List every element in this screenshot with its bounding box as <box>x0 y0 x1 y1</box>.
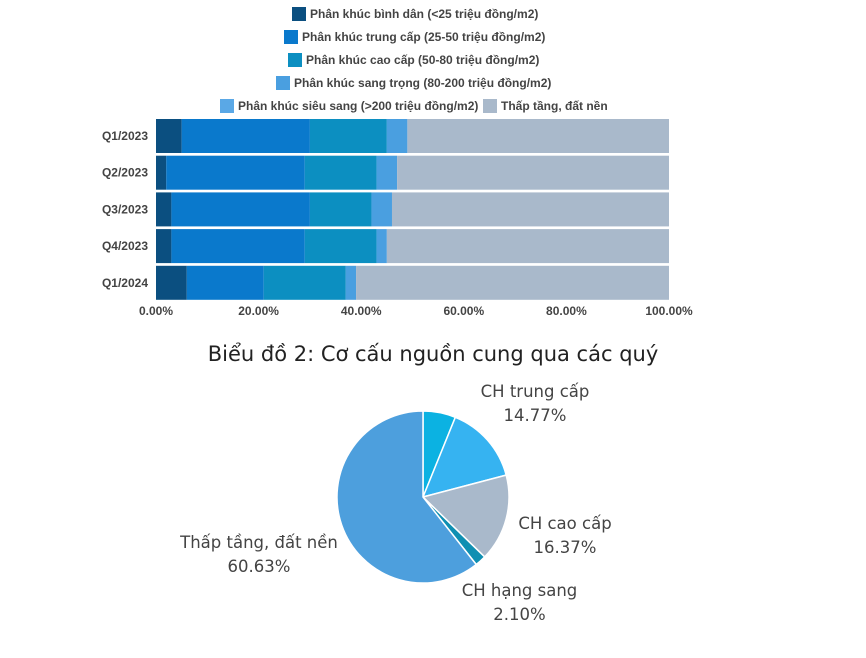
bar-segment-2 <box>304 229 377 264</box>
bar-segment-1 <box>186 265 264 300</box>
legend-label: Phân khúc cao cấp (50-80 triệu đồng/m2) <box>306 53 540 67</box>
category-label: Q4/2023 <box>102 239 148 253</box>
legend-label: Phân khúc siêu sang (>200 triệu đồng/m2) <box>238 99 479 113</box>
pie-label-thap-tang: Thấp tầng, đất nền 60.63% <box>172 531 346 579</box>
category-label: Q3/2023 <box>102 202 148 216</box>
pie-slice-2 <box>421 474 510 558</box>
x-tick-label: 60.00% <box>443 304 484 318</box>
legend-swatch <box>288 53 302 67</box>
bar-segment-1 <box>166 155 305 190</box>
legend-swatch <box>220 99 234 113</box>
bar-segment-3 <box>376 155 398 190</box>
x-tick-label: 80.00% <box>546 304 587 318</box>
pie-slice-0 <box>422 410 457 498</box>
legend-swatch <box>483 99 497 113</box>
bar-segment-2 <box>309 192 372 227</box>
bar-segment-0 <box>156 265 187 300</box>
bar-segment-0 <box>156 155 167 190</box>
legend-row-2: Phân khúc trung cấp (25-50 triệu đồng/m2… <box>0 28 866 48</box>
x-tick-label: 0.00% <box>139 304 173 318</box>
bar-segment-0 <box>156 192 172 227</box>
pie-label-name: Thấp tầng, đất nền <box>180 533 338 552</box>
legend-row-4: Phân khúc sang trọng (80-200 triệu đồng/… <box>0 74 866 94</box>
pie-slice-3 <box>422 496 486 566</box>
pie-label-cao-cap: CH cao cấp 16.37% <box>505 512 625 560</box>
bar-segment-3 <box>345 265 357 300</box>
x-tick-label: 40.00% <box>341 304 382 318</box>
pie-slice-1 <box>421 416 508 499</box>
legend-swatch <box>284 30 298 44</box>
bar-segment-3 <box>386 119 408 153</box>
bar-segment-2 <box>309 119 387 153</box>
legend-label: Thấp tầng, đất nền <box>501 99 608 113</box>
x-tick-label: 100.00% <box>645 304 693 318</box>
bar-segment-5 <box>391 192 669 227</box>
bar-segment-1 <box>171 229 305 264</box>
legend-row-1: Phân khúc bình dân (<25 triệu đồng/m2) <box>0 5 866 25</box>
bar-segment-5 <box>397 155 669 190</box>
legend-row-5: Phân khúc siêu sang (>200 triệu đồng/m2)… <box>0 97 866 117</box>
category-label: Q1/2023 <box>102 129 148 143</box>
pie-label-percent: 16.37% <box>533 538 597 557</box>
legend-swatch <box>292 7 306 21</box>
bar-segment-0 <box>156 229 172 264</box>
pie-label-percent: 60.63% <box>227 557 291 576</box>
category-label: Q1/2024 <box>102 276 148 290</box>
bar-segment-5 <box>356 265 669 300</box>
category-label: Q2/2023 <box>102 166 148 180</box>
pie-label-percent: 14.77% <box>503 406 567 425</box>
bar-segment-0 <box>156 119 182 153</box>
stacked-bar-chart: Q1/2023 Q2/2023 Q3/2023 Q4/2023 Q1/2024 0.00%… <box>102 119 693 318</box>
legend-label: Phân khúc bình dân (<25 triệu đồng/m2) <box>310 7 539 21</box>
bar-segment-5 <box>386 229 669 264</box>
bar-segment-3 <box>371 192 392 227</box>
pie-label-trung-cap: CH trung cấp 14.77% <box>470 380 600 428</box>
pie-label-percent: 2.10% <box>493 605 546 624</box>
legend-label: Phân khúc sang trọng (80-200 triệu đồng/… <box>294 76 552 90</box>
pie-label-name: CH hạng sang <box>461 581 578 600</box>
pie-label-name: CH trung cấp <box>480 382 590 401</box>
bar-segment-1 <box>171 192 310 227</box>
legend-row-3: Phân khúc cao cấp (50-80 triệu đồng/m2) <box>0 51 866 71</box>
legend-label: Phân khúc trung cấp (25-50 triệu đồng/m2… <box>302 30 546 44</box>
pie-slice-4 <box>336 410 478 584</box>
x-tick-label: 20.00% <box>238 304 279 318</box>
legend-swatch <box>276 76 290 90</box>
bar-segment-1 <box>181 119 310 153</box>
pie-chart-title: Biểu đồ 2: Cơ cấu nguồn cung qua các quý <box>207 342 659 366</box>
pie-label-name: CH cao cấp <box>518 514 612 533</box>
bar-segment-2 <box>304 155 377 190</box>
pie-label-hang-sang: CH hạng sang 2.10% <box>452 579 587 627</box>
bar-segment-3 <box>376 229 387 264</box>
bar-segment-5 <box>407 119 669 153</box>
bar-segment-2 <box>263 265 346 300</box>
